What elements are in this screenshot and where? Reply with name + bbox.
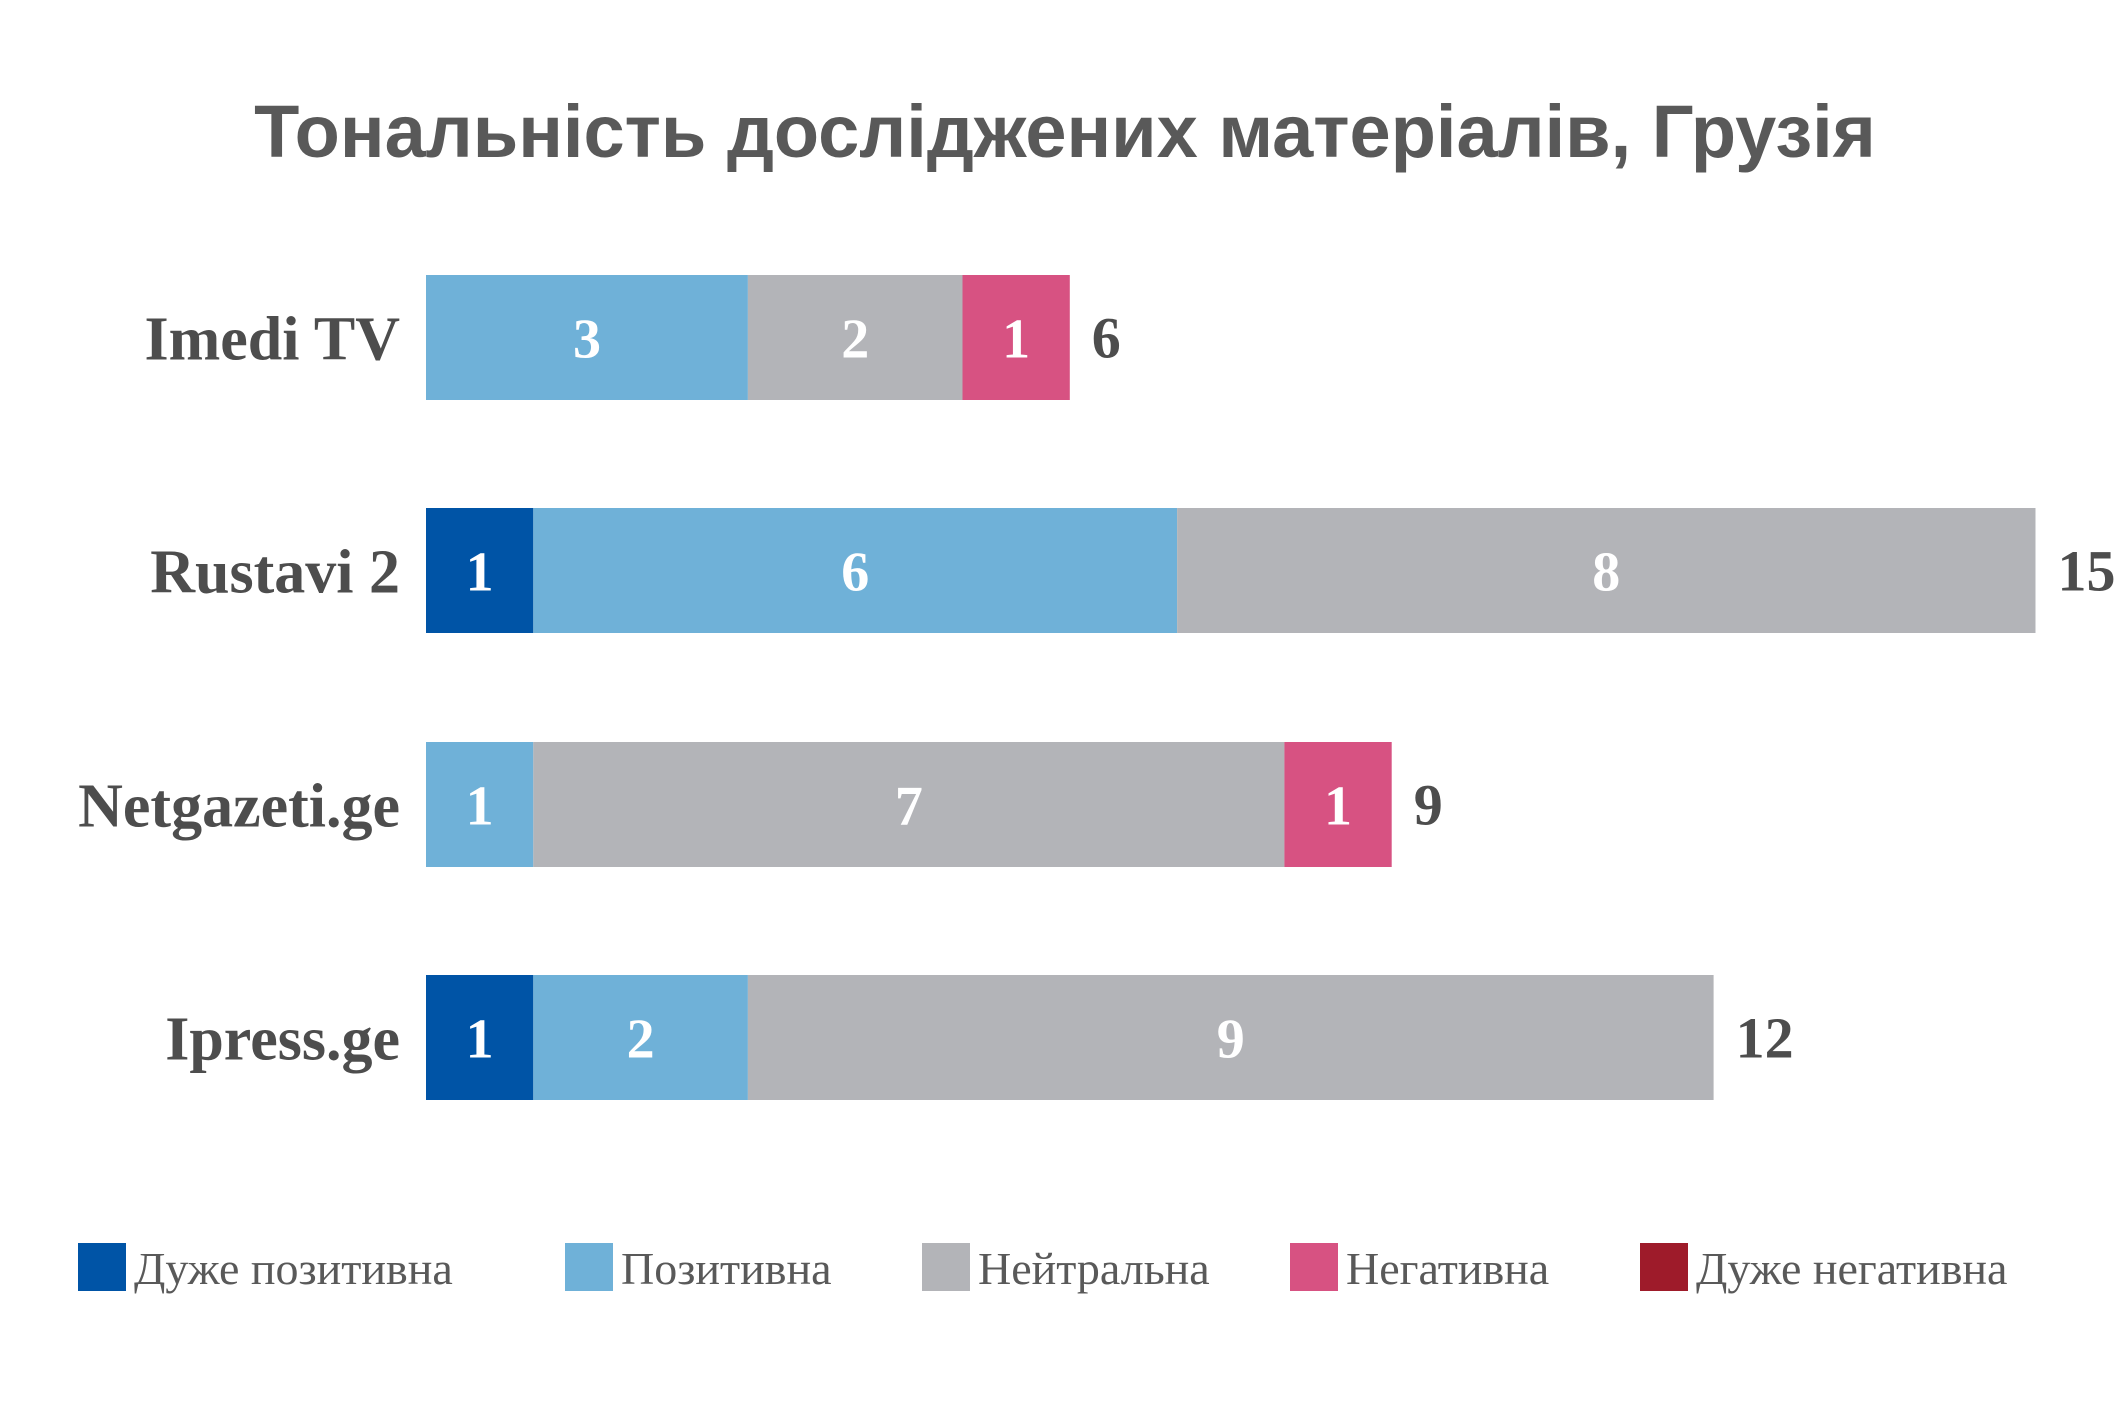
segment-value-label: 1 [1002,309,1030,371]
bar-total-label: 15 [2058,539,2116,604]
segment-value-label: 7 [895,776,923,838]
legend-label: Негативна [1346,1243,1549,1294]
chart-title: Тональність досліджених матеріалів, Груз… [254,90,1876,173]
bar-segment [533,742,1285,867]
category-label: Imedi TV [144,306,400,374]
bar-segment [533,975,748,1100]
legend-swatch [78,1243,126,1291]
bar-segment [426,508,534,633]
bar-segment [747,275,963,400]
category-label: Rustavi 2 [150,539,400,607]
legend-swatch [1640,1243,1688,1291]
bar-segment [426,742,534,867]
bar-segment [1177,508,2036,633]
segment-value-label: 2 [841,309,869,371]
bar-total-label: 12 [1736,1006,1794,1071]
bar-total-label: 6 [1092,306,1121,371]
bar-segment [1284,742,1392,867]
legend-label: Нейтральна [978,1243,1210,1294]
legend-swatch [1290,1243,1338,1291]
segment-value-label: 3 [573,309,601,371]
bar-segment [426,975,534,1100]
legend-label: Позитивна [621,1243,831,1294]
bar-segment [533,508,1178,633]
category-label: Netgazeti.ge [78,773,400,841]
bar-segment [747,975,1714,1100]
segment-value-label: 6 [841,542,869,604]
segment-value-label: 9 [1217,1009,1245,1071]
segment-value-label: 1 [466,542,494,604]
bar-segment [426,275,748,400]
segment-value-label: 8 [1592,542,1620,604]
segment-value-label: 2 [627,1009,655,1071]
bar-segment [962,275,1070,400]
legend: Дуже позитивна Позитивна Нейтральна Негатив… [78,1243,2007,1294]
legend-swatch [922,1243,970,1291]
legend-label: Дуже позитивна [134,1243,453,1294]
segment-value-label: 1 [466,1009,494,1071]
bar-total-label: 9 [1414,773,1443,838]
segment-value-label: 1 [466,776,494,838]
category-label: Ipress.ge [165,1006,400,1074]
legend-swatch [565,1243,613,1291]
segment-value-label: 1 [1324,776,1352,838]
legend-label: Дуже негативна [1696,1243,2007,1294]
